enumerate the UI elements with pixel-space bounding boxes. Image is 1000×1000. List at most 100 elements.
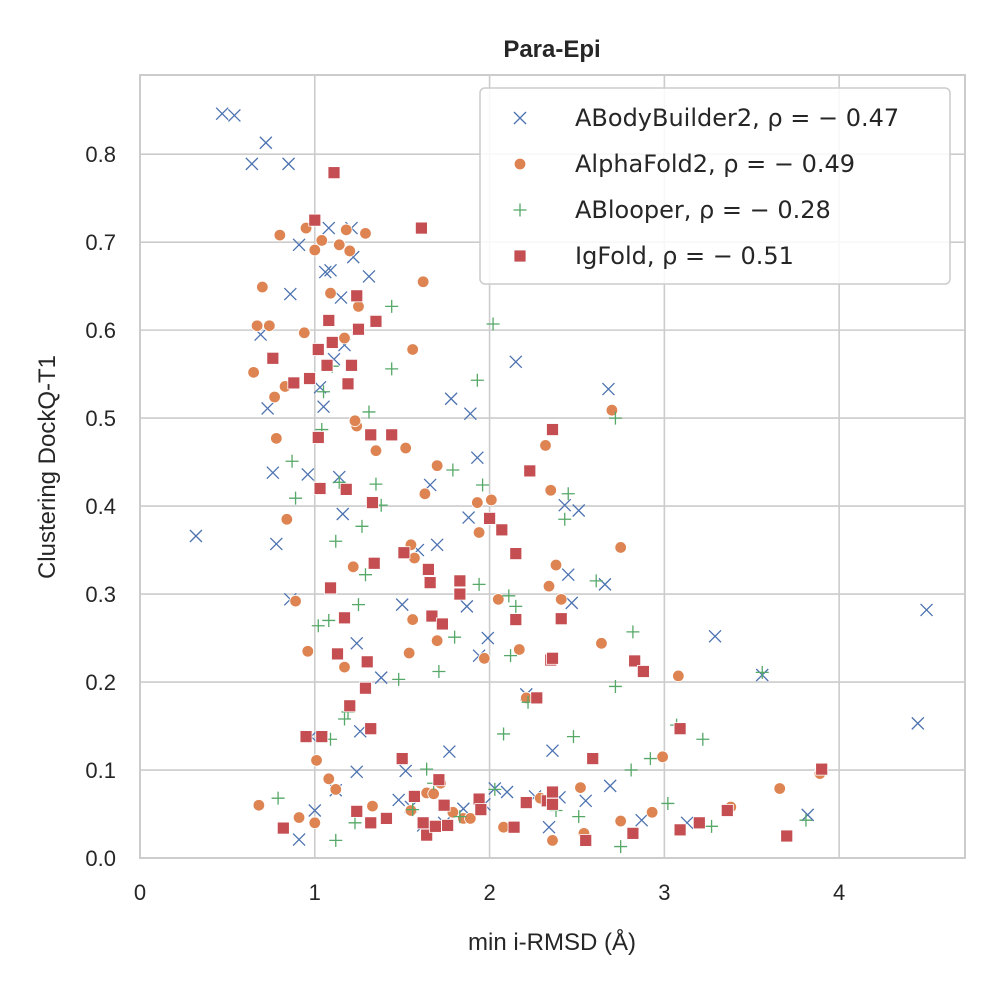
- data-point: [673, 722, 687, 736]
- data-point: [347, 560, 360, 573]
- data-point: [432, 664, 446, 678]
- plot-frame: [139, 74, 966, 859]
- data-point: [338, 712, 352, 726]
- data-point: [308, 213, 322, 227]
- data-point: [406, 613, 419, 626]
- data-point: [546, 797, 559, 811]
- data-point: [643, 752, 657, 766]
- y-tick-label: 0.7: [85, 230, 116, 255]
- data-point: [364, 816, 378, 830]
- data-point: [313, 482, 327, 495]
- data-point: [502, 589, 516, 603]
- data-point: [315, 234, 328, 247]
- data-point: [481, 631, 495, 645]
- data-point: [352, 322, 365, 336]
- data-point: [539, 439, 552, 452]
- data-point: [430, 459, 444, 472]
- data-point: [324, 286, 337, 300]
- data-point: [497, 727, 511, 741]
- data-point: [280, 513, 294, 526]
- data-point: [385, 362, 399, 376]
- data-point: [369, 477, 383, 491]
- data-point: [476, 478, 490, 492]
- data-point: [586, 752, 600, 765]
- data-point: [352, 300, 365, 313]
- data-point: [579, 834, 593, 847]
- data-point: [301, 645, 314, 658]
- legend-label: IgFold, ρ = − 0.51: [575, 242, 794, 270]
- data-point: [320, 358, 334, 372]
- data-point: [399, 764, 413, 778]
- data-point: [329, 833, 343, 847]
- data-point: [263, 319, 276, 332]
- data-point: [485, 493, 498, 507]
- data-point: [269, 537, 283, 551]
- x-tick-label: 2: [483, 880, 495, 905]
- data-point: [453, 587, 467, 601]
- data-point: [720, 804, 734, 817]
- data-point: [317, 385, 331, 399]
- data-point: [920, 603, 934, 617]
- data-point: [708, 629, 722, 643]
- x-tick-label: 4: [833, 880, 845, 905]
- data-point: [673, 823, 687, 837]
- data-point: [341, 377, 355, 391]
- data-point: [385, 299, 399, 313]
- data-point: [614, 541, 627, 554]
- data-point: [472, 577, 486, 591]
- data-point: [418, 487, 432, 500]
- y-axis-label: Clustering DockQ-T1: [34, 355, 61, 579]
- data-point: [318, 265, 332, 279]
- data-point: [672, 669, 685, 683]
- data-point: [626, 625, 640, 639]
- series-2: [271, 299, 813, 854]
- data-point: [303, 372, 316, 385]
- data-point: [442, 745, 456, 759]
- data-point: [488, 782, 502, 796]
- x-tick-label: 3: [658, 880, 670, 905]
- data-point: [247, 366, 260, 379]
- data-point: [395, 752, 409, 765]
- legend-label: ABlooper, ρ = − 0.28: [575, 196, 831, 224]
- data-point: [299, 730, 313, 743]
- data-point: [500, 785, 514, 799]
- data-point: [555, 593, 568, 606]
- data-point: [268, 390, 281, 404]
- series-1: [247, 221, 827, 847]
- data-point: [348, 816, 362, 830]
- data-point: [259, 136, 273, 150]
- data-point: [504, 649, 518, 663]
- data-point: [546, 651, 559, 665]
- data-point: [329, 783, 342, 796]
- data-point: [298, 326, 311, 339]
- y-tick-label: 0.6: [85, 318, 116, 343]
- data-point: [780, 829, 794, 843]
- legend-label: AlphaFold2, ρ = − 0.49: [575, 150, 855, 178]
- data-point: [416, 275, 430, 288]
- data-point: [546, 744, 559, 758]
- data-point: [261, 401, 275, 415]
- data-point: [315, 730, 329, 743]
- data-point: [444, 392, 458, 406]
- data-point: [474, 803, 488, 817]
- data-point: [542, 579, 556, 593]
- data-point: [245, 157, 259, 171]
- data-point: [544, 484, 557, 497]
- data-point: [329, 534, 343, 548]
- y-tick-label: 0.5: [85, 406, 116, 431]
- data-point: [250, 319, 264, 332]
- data-point: [614, 840, 628, 854]
- data-point: [470, 373, 484, 387]
- data-point: [339, 482, 353, 496]
- data-point: [519, 796, 533, 809]
- data-point: [282, 157, 296, 171]
- data-point: [270, 432, 283, 445]
- data-point: [332, 475, 346, 489]
- data-point: [311, 343, 325, 356]
- data-point: [392, 793, 406, 807]
- data-point: [308, 804, 322, 817]
- data-point: [549, 558, 563, 572]
- data-point: [369, 314, 383, 328]
- data-point: [483, 512, 496, 525]
